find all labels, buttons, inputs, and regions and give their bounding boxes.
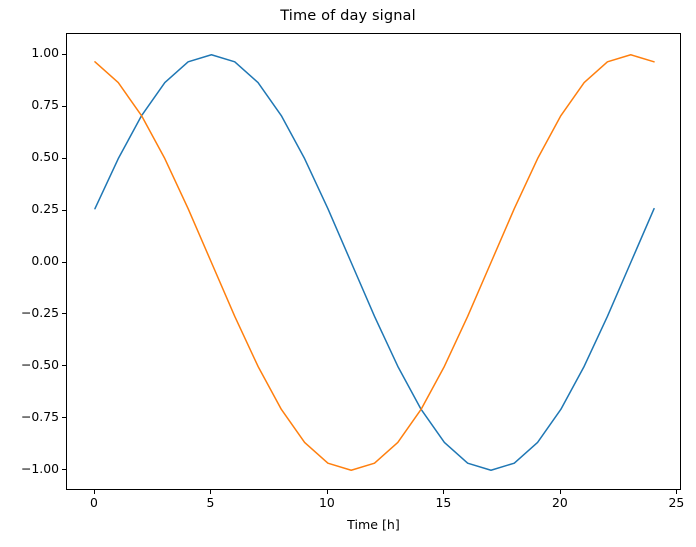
- y-tick-label: −0.25: [21, 304, 59, 320]
- x-tick-mark: [676, 490, 678, 494]
- plot-lines: [94, 54, 655, 471]
- x-tick-label: 20: [551, 495, 568, 510]
- chart-title: Time of day signal: [280, 7, 416, 24]
- x-tick-mark: [559, 490, 561, 494]
- y-tick-label: −1.00: [21, 460, 59, 476]
- y-tick-mark: [62, 209, 66, 211]
- y-tick-mark: [62, 365, 66, 367]
- y-axis-tick-labels: 1.00 0.75 0.50 0.25 0.00 −0.25 −0.50 −0.75 −1.00: [0, 0, 66, 547]
- series-line-cos: [94, 54, 655, 471]
- y-tick-label: 0.50: [31, 149, 59, 165]
- y-tick-mark: [62, 261, 66, 263]
- x-tick-label: 15: [435, 495, 452, 510]
- x-tick-label: 10: [319, 495, 335, 510]
- y-tick-mark: [62, 469, 66, 471]
- series-line-sin: [94, 54, 655, 471]
- x-tick-label: 25: [668, 495, 685, 510]
- y-tick-label: −0.75: [21, 408, 59, 424]
- y-tick-mark: [62, 313, 66, 315]
- y-tick-mark: [62, 105, 66, 107]
- y-tick-mark: [62, 417, 66, 419]
- y-tick-label: 0.25: [31, 201, 59, 217]
- x-tick-label: 0: [90, 495, 98, 510]
- y-tick-label: 1.00: [31, 45, 59, 61]
- x-tick-mark: [210, 490, 212, 494]
- y-tick-label: −0.50: [21, 356, 59, 372]
- x-tick-mark: [93, 490, 95, 494]
- y-tick-label: 0.75: [31, 97, 59, 113]
- plot-area: [66, 33, 681, 490]
- x-axis-label: Time [h]: [347, 517, 400, 532]
- x-tick-label: 5: [206, 495, 215, 510]
- x-tick-mark: [326, 490, 328, 494]
- y-tick-mark: [62, 53, 66, 55]
- y-tick-mark: [62, 157, 66, 159]
- x-tick-mark: [443, 490, 445, 494]
- y-tick-label: 0.00: [31, 253, 59, 268]
